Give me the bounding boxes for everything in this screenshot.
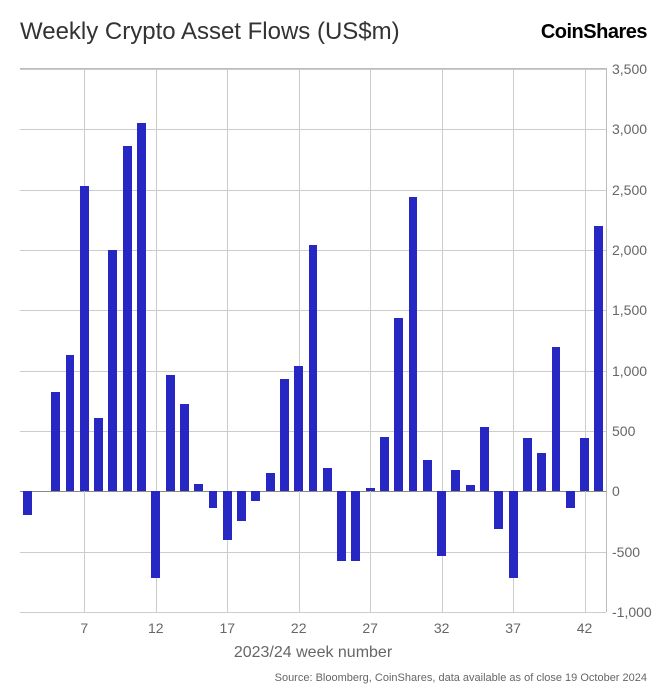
gridline-vertical (299, 69, 300, 612)
bar (394, 318, 403, 492)
y-tick-label: 2,000 (612, 242, 656, 258)
bar (194, 484, 203, 491)
bar (280, 379, 289, 491)
x-tick-label: 12 (148, 620, 164, 636)
bar (137, 123, 146, 491)
bar (209, 491, 218, 508)
gridline-horizontal (20, 612, 606, 613)
x-tick-label: 7 (80, 620, 88, 636)
bar (23, 491, 32, 515)
bar (566, 491, 575, 508)
y-tick-label: 1,000 (612, 363, 656, 379)
bar (523, 438, 532, 491)
y-tick-label: 2,500 (612, 182, 656, 198)
bar (366, 488, 375, 492)
bar (509, 491, 518, 578)
bar (451, 470, 460, 492)
bar (251, 491, 260, 501)
bar (309, 245, 318, 491)
bar (237, 491, 246, 521)
gridline-horizontal (20, 129, 606, 130)
gridline-horizontal (20, 69, 606, 70)
bar (94, 418, 103, 492)
bar (423, 460, 432, 491)
x-tick-label: 32 (434, 620, 450, 636)
coinshares-logo: CoinShares (541, 21, 647, 44)
source-text: Source: Bloomberg, CoinShares, data avai… (275, 672, 647, 684)
chart-area: -1,000-50005001,0001,5002,0002,5003,0003… (20, 68, 607, 612)
bar (323, 468, 332, 491)
bar (166, 375, 175, 491)
bar (537, 453, 546, 492)
gridline-vertical (585, 69, 586, 612)
x-tick-label: 37 (505, 620, 521, 636)
bar (123, 146, 132, 491)
bar (552, 347, 561, 492)
y-tick-label: 1,500 (612, 302, 656, 318)
x-tick-label: 27 (362, 620, 378, 636)
bar (409, 197, 418, 491)
bar (466, 485, 475, 491)
bar (494, 491, 503, 528)
bar (580, 438, 589, 491)
gridline-horizontal (20, 190, 606, 191)
y-tick-label: 3,000 (612, 121, 656, 137)
chart-title: Weekly Crypto Asset Flows (US$m) (20, 18, 400, 46)
bar (108, 250, 117, 491)
bar (151, 491, 160, 578)
bar (294, 366, 303, 491)
gridline-vertical (370, 69, 371, 612)
gridline-horizontal (20, 552, 606, 553)
bar (437, 491, 446, 556)
bar (51, 392, 60, 491)
y-tick-label: 3,500 (612, 61, 656, 77)
y-tick-label: 500 (612, 423, 656, 439)
zero-line (20, 491, 606, 492)
y-tick-label: -500 (612, 544, 656, 560)
x-axis-label: 2023/24 week number (20, 644, 606, 662)
bar (337, 491, 346, 561)
bar (594, 226, 603, 491)
x-tick-label: 22 (291, 620, 307, 636)
y-tick-label: -1,000 (612, 604, 656, 620)
x-tick-label: 17 (219, 620, 235, 636)
bar (380, 437, 389, 491)
x-tick-label: 42 (577, 620, 593, 636)
bar (480, 427, 489, 491)
bar (351, 491, 360, 561)
bar (223, 491, 232, 539)
bar (66, 355, 75, 491)
bar (266, 473, 275, 491)
y-tick-label: 0 (612, 483, 656, 499)
bar (180, 404, 189, 491)
bar (80, 186, 89, 491)
